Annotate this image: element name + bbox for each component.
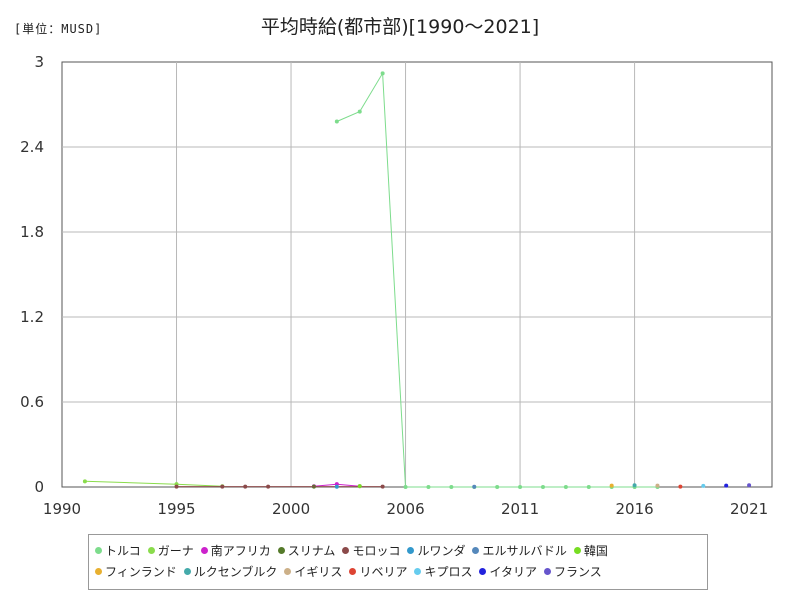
legend-item: ルワンダ [407, 540, 465, 561]
y-axis-ticks: 0 0.6 1.2 1.8 2.4 3 [20, 53, 44, 496]
y-tick-label: 2.4 [20, 138, 44, 156]
data-point [220, 484, 225, 489]
data-point [540, 485, 545, 489]
data-point [380, 484, 385, 489]
data-point [334, 484, 339, 489]
data-point [426, 485, 431, 489]
legend-label: ガーナ [157, 544, 194, 558]
legend-label: フランス [554, 565, 602, 579]
legend-marker [95, 568, 102, 575]
y-tick-label: 1.8 [20, 223, 44, 241]
legend-marker [95, 547, 102, 554]
legend-item: ルクセンブルク [183, 561, 278, 582]
data-point [357, 484, 362, 489]
legend-label: スリナム [287, 544, 336, 558]
y-tick-label: 3 [34, 53, 44, 71]
legend-label: トルコ [105, 544, 141, 558]
legend-item: モロッコ [342, 540, 400, 561]
legend: トルコ ガーナ 南アフリカ スリナム モロッコ ルワンダ エルサルバドル 韓国フィンランド ルク… [88, 534, 708, 590]
data-point [586, 485, 591, 489]
y-tick-label: 1.2 [20, 308, 44, 326]
x-axis-ticks: 1990 1995 2000 2006 2011 2016 2021 [43, 500, 768, 518]
data-point [678, 484, 683, 489]
legend-marker [544, 568, 551, 575]
legend-label: キプロス [424, 565, 473, 579]
legend-marker [183, 568, 191, 575]
data-point [357, 109, 362, 114]
data-point [563, 485, 568, 489]
legend-label: イギリス [294, 565, 343, 579]
x-tick-label: 1990 [43, 500, 81, 518]
legend-item: イタリア [479, 561, 537, 582]
legend-item: キプロス [414, 561, 472, 582]
x-tick-label: 2011 [501, 500, 539, 518]
data-point [609, 483, 614, 488]
data-point [449, 485, 454, 489]
legend-label: 韓国 [583, 544, 608, 558]
chart-title: 平均時給(都市部)[1990～2021] [260, 16, 540, 38]
legend-marker [147, 547, 155, 554]
data-point [174, 484, 179, 489]
x-tick-label: 2021 [730, 500, 768, 518]
data-point [403, 485, 408, 489]
data-point [655, 483, 660, 488]
data-point [82, 479, 87, 484]
x-tick-label: 2006 [386, 500, 424, 518]
legend-marker [349, 568, 357, 575]
x-tick-label: 2000 [272, 500, 310, 518]
legend-marker [472, 547, 480, 554]
legend-item: スリナム [277, 540, 336, 561]
data-point [518, 485, 523, 489]
series-group [82, 71, 752, 489]
gridlines [62, 62, 772, 487]
legend-marker [414, 568, 422, 575]
data-point [243, 484, 248, 489]
legend-label: 南アフリカ [210, 544, 271, 558]
data-point [724, 483, 729, 488]
legend-label: ルクセンブルク [193, 565, 278, 579]
legend-marker [573, 547, 581, 554]
legend-marker [342, 547, 350, 554]
legend-label: エルサルバドル [482, 544, 567, 558]
legend-marker [200, 547, 208, 554]
legend-item: 韓国 [573, 540, 608, 561]
legend-label: モロッコ [352, 544, 401, 558]
line-chart: 1990 1995 2000 2006 2011 2016 2021 0 0.6 1.2 1.8 2… [20, 53, 773, 518]
data-point [747, 483, 752, 488]
legend-label: フィンランド [105, 565, 177, 579]
unit-label: [単位：MUSD] [14, 22, 103, 36]
legend-label: イタリア [489, 565, 537, 579]
legend-item: トルコ [95, 540, 141, 561]
legend-label: ルワンダ [417, 544, 466, 558]
legend-item: リベリア [349, 561, 407, 582]
x-tick-label: 1995 [157, 500, 195, 518]
x-tick-label: 2016 [615, 500, 653, 518]
data-point [472, 484, 477, 489]
data-point [495, 485, 500, 489]
legend-item: エルサルバドル [472, 540, 567, 561]
plot-area [61, 61, 773, 488]
data-point [266, 484, 271, 489]
legend-marker [407, 547, 415, 554]
data-point [632, 483, 637, 488]
legend-marker [277, 547, 285, 554]
legend-label: リベリア [359, 565, 408, 579]
data-point [701, 483, 706, 488]
legend-item: イギリス [284, 561, 342, 582]
data-point [334, 119, 339, 124]
legend-marker [479, 568, 487, 575]
y-tick-label: 0 [34, 478, 44, 496]
legend-item: ガーナ [147, 540, 194, 561]
legend-item: 南アフリカ [200, 540, 271, 561]
legend-item: フランス [544, 561, 602, 582]
legend-marker [284, 568, 292, 575]
legend-item: フィンランド [95, 561, 177, 582]
y-tick-label: 0.6 [20, 393, 44, 411]
data-point [380, 71, 385, 76]
